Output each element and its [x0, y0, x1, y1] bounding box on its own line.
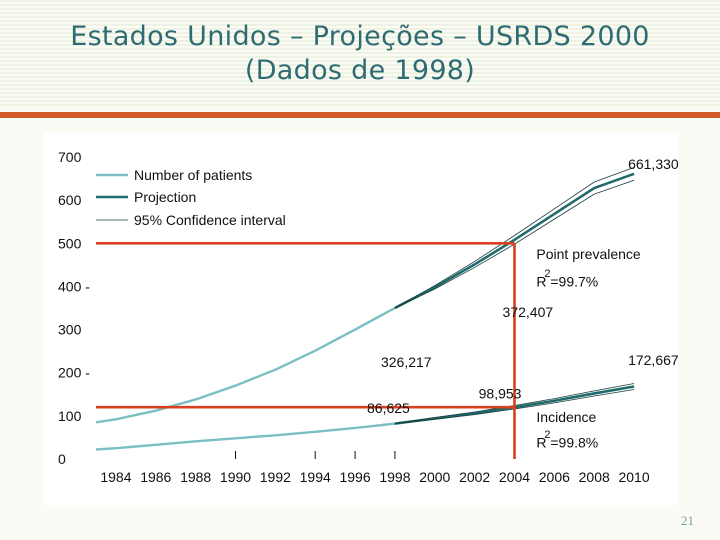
chart-annotation: 98,953 — [479, 386, 522, 402]
x-tick-label: 2006 — [539, 469, 570, 485]
chart-annotation: =99.8% — [550, 434, 598, 450]
y-tick-label: 0 — [58, 451, 66, 467]
chart-panel: 0 100 200 - 300 400 - 500 600 700 1984 1986 1988 19… — [44, 133, 679, 505]
projection-line — [394, 172, 635, 310]
slide-title-line2: (Dados de 1998) — [244, 55, 476, 86]
y-tick-label: 200 - — [58, 365, 90, 381]
x-tick-label: 1984 — [100, 469, 131, 485]
chart-annotation: =99.7% — [550, 273, 598, 289]
chart-annotation: Point prevalence — [536, 246, 641, 262]
x-tick-label: 2002 — [459, 469, 490, 485]
chart-annotation: 2 — [544, 268, 550, 280]
y-tick-label: 400 - — [58, 278, 90, 294]
chart-annotation: 661,330 — [628, 156, 678, 172]
chart-annotation: Incidence — [536, 409, 596, 425]
chart-annotation: 172,667 — [628, 352, 678, 368]
x-tick-label: 1996 — [339, 469, 370, 485]
y-tick-label: 500 — [58, 235, 82, 251]
x-tick-label: 1988 — [180, 469, 211, 485]
chart-annotation: R — [536, 273, 546, 289]
patients-line — [95, 306, 396, 424]
x-tick-label: 1994 — [300, 469, 331, 485]
x-tick-label: 1986 — [140, 469, 171, 485]
chart-annotation: 2 — [544, 429, 550, 441]
x-tick-label: 2010 — [618, 469, 649, 485]
x-tick-label: 1990 — [220, 469, 251, 485]
x-tick-label: 2000 — [419, 469, 450, 485]
x-tick-label: 2004 — [499, 469, 530, 485]
x-tick-label: 1998 — [379, 469, 410, 485]
x-tick-label: 2008 — [579, 469, 610, 485]
page-number: 21 — [681, 513, 694, 528]
legend-label: 95% Confidence interval — [134, 212, 286, 228]
slide-title: Estados Unidos – Projeções – USRDS 2000 … — [0, 20, 720, 88]
chart-annotation: 86,625 — [367, 400, 410, 416]
chart-annotation: R — [536, 434, 546, 450]
chart-annotation: 326,217 — [381, 354, 432, 370]
y-tick-label: 600 — [58, 192, 82, 208]
y-tick-label: 700 — [58, 149, 82, 165]
patients-line — [95, 422, 396, 451]
prevalence-incidence-chart: 0 100 200 - 300 400 - 500 600 700 1984 1986 1988 19… — [58, 149, 679, 485]
confidence-upper-line — [394, 166, 635, 309]
chart-annotation: 372,407 — [503, 304, 554, 320]
y-tick-label: 300 — [58, 322, 82, 338]
y-tick-label: 100 — [58, 408, 82, 424]
x-tick-label: 1992 — [260, 469, 291, 485]
title-divider — [0, 112, 720, 118]
slide-title-line1: Estados Unidos – Projeções – USRDS 2000 — [70, 21, 650, 52]
legend-label: Projection — [134, 189, 196, 205]
slide-header: Estados Unidos – Projeções – USRDS 2000 … — [0, 0, 720, 108]
legend-label: Number of patients — [134, 167, 252, 183]
